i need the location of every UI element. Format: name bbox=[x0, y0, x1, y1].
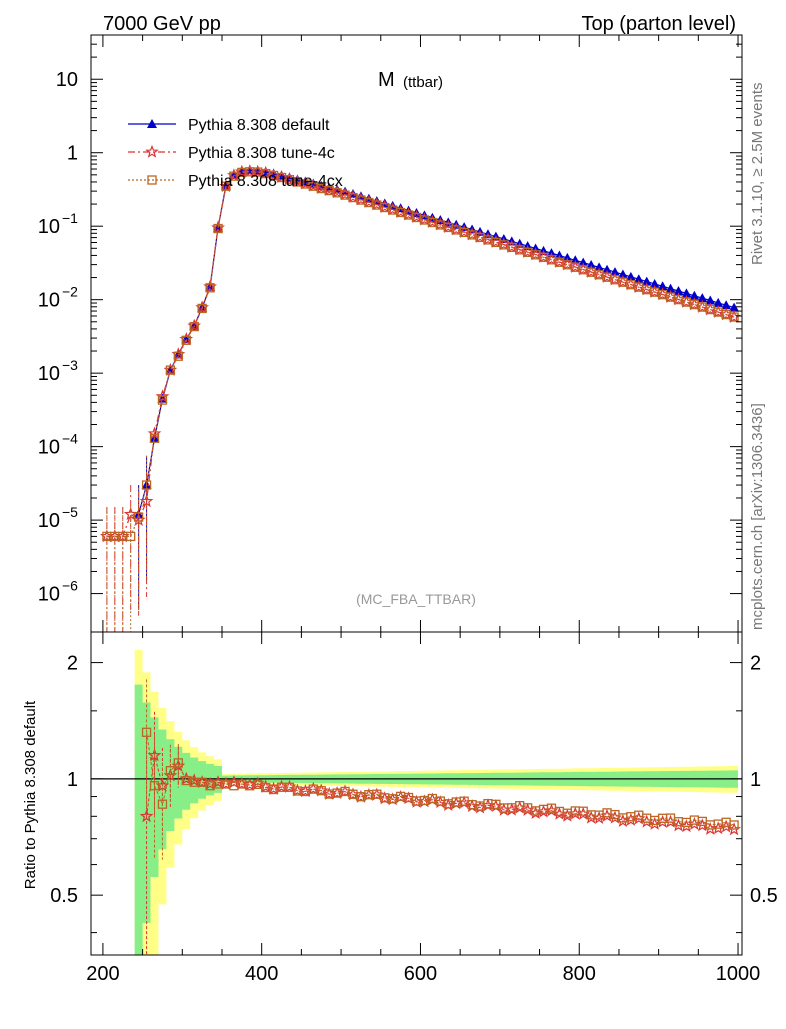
y-tick-label: 1 bbox=[67, 143, 78, 165]
y-tick-label: 10 bbox=[56, 69, 78, 91]
data-point bbox=[189, 321, 199, 332]
data-point bbox=[157, 395, 168, 405]
ratio-y-tick-label-right: 1 bbox=[750, 769, 761, 791]
data-point bbox=[713, 297, 724, 307]
data-point bbox=[570, 255, 581, 265]
ratio-y-tick-label-right: 0.5 bbox=[750, 885, 778, 907]
y-tick-exponent: −1 bbox=[62, 210, 78, 226]
data-point bbox=[578, 257, 589, 267]
data-point bbox=[149, 433, 160, 443]
ratio-series-1-line bbox=[146, 732, 735, 826]
series-2-group bbox=[102, 167, 739, 632]
ratio-plot-data bbox=[91, 649, 742, 955]
data-point bbox=[633, 274, 644, 284]
x-tick-label: 200 bbox=[86, 963, 119, 985]
data-point bbox=[197, 303, 207, 314]
data-point bbox=[213, 223, 223, 234]
x-tick-label: 600 bbox=[404, 963, 437, 985]
rivet-version-label: Rivet 3.1.10, ≥ 2.5M events bbox=[749, 83, 766, 266]
ratio-y-tick-label: 0.5 bbox=[50, 885, 78, 907]
y-tick-label: 10 bbox=[38, 363, 60, 385]
ratio-point bbox=[139, 809, 154, 823]
y-tick-exponent: −4 bbox=[62, 431, 78, 447]
legend-marker-1 bbox=[145, 144, 159, 158]
ratio-y-tick-label: 2 bbox=[67, 653, 78, 675]
y-tick-label: 10 bbox=[38, 584, 60, 606]
plot-title-subscript: (ttbar) bbox=[403, 74, 443, 91]
header-process: Top (parton level) bbox=[581, 13, 736, 35]
analysis-label: (MC_FBA_TTBAR) bbox=[356, 591, 476, 607]
data-point bbox=[147, 426, 162, 440]
ratio-plot-panel: 0.5 0.5 1 1 2 2 200 400 600 800 1000 Ratio to Pyth… bbox=[22, 631, 778, 985]
plot-title: M bbox=[378, 69, 395, 91]
data-point bbox=[141, 480, 152, 490]
y-tick-exponent: −5 bbox=[62, 504, 78, 520]
ratio-point bbox=[141, 727, 152, 737]
ratio-point bbox=[165, 766, 176, 776]
data-point bbox=[205, 283, 215, 293]
data-point bbox=[173, 351, 183, 361]
data-point bbox=[729, 312, 739, 322]
data-point bbox=[126, 531, 136, 542]
data-point bbox=[181, 335, 191, 345]
y-tick-label: 10 bbox=[38, 510, 60, 532]
data-point bbox=[649, 278, 660, 288]
data-point bbox=[705, 295, 716, 305]
data-point bbox=[665, 283, 676, 293]
legend-label-0: Pythia 8.308 default bbox=[188, 117, 330, 134]
legend: Pythia 8.308 default Pythia 8.308 tune-4c… bbox=[128, 117, 343, 190]
ratio-plot-ticks: 0.5 0.5 1 1 2 2 200 400 600 800 1000 bbox=[50, 632, 778, 985]
ratio-point bbox=[729, 820, 739, 830]
data-point bbox=[221, 181, 231, 191]
data-point bbox=[602, 264, 613, 274]
y-tick-exponent: −6 bbox=[62, 578, 78, 594]
ratio-y-tick-label: 1 bbox=[67, 769, 78, 791]
data-point bbox=[617, 269, 628, 279]
ratio-series-1-group bbox=[141, 679, 739, 860]
data-point bbox=[681, 288, 692, 298]
data-point bbox=[586, 260, 597, 270]
data-point bbox=[594, 262, 605, 272]
y-tick-label: 10 bbox=[38, 437, 60, 459]
data-point bbox=[625, 271, 636, 281]
data-point bbox=[139, 494, 154, 508]
data-point bbox=[689, 290, 700, 300]
legend-marker-2 bbox=[147, 175, 157, 185]
y-tick-exponent: −2 bbox=[62, 284, 78, 300]
data-point bbox=[697, 293, 708, 303]
ratio-point bbox=[173, 758, 183, 768]
ratio-y-tick-label-right: 2 bbox=[750, 653, 761, 675]
legend-marker-0 bbox=[147, 119, 157, 128]
data-point bbox=[657, 281, 668, 291]
header-energy: 7000 GeV pp bbox=[103, 13, 221, 35]
x-tick-label: 1000 bbox=[716, 963, 761, 985]
data-point bbox=[165, 365, 176, 375]
data-point bbox=[721, 300, 732, 310]
y-tick-label: 10 bbox=[38, 290, 60, 312]
mcplots-label: mcplots.cern.ch [arXiv:1306.3436] bbox=[749, 403, 766, 630]
data-point bbox=[133, 512, 144, 522]
ratio-y-axis-label: Ratio to Pythia 8.308 default bbox=[22, 700, 39, 889]
x-tick-label: 400 bbox=[245, 963, 278, 985]
y-tick-exponent: −3 bbox=[62, 357, 78, 373]
ratio-plot-frame bbox=[90, 631, 743, 956]
data-point bbox=[673, 286, 684, 296]
legend-label-1: Pythia 8.308 tune-4c bbox=[188, 145, 335, 162]
main-plot-data bbox=[99, 163, 741, 632]
data-point bbox=[609, 267, 620, 277]
y-tick-label: 10 bbox=[38, 216, 60, 238]
data-point bbox=[729, 302, 740, 312]
x-tick-label: 800 bbox=[563, 963, 596, 985]
data-point bbox=[641, 276, 652, 286]
legend-label-2: Pythia 8.308 tune-4cx bbox=[188, 173, 343, 190]
ratio-point bbox=[147, 748, 162, 762]
ratio-point bbox=[157, 799, 168, 809]
ratio-point bbox=[149, 781, 160, 791]
